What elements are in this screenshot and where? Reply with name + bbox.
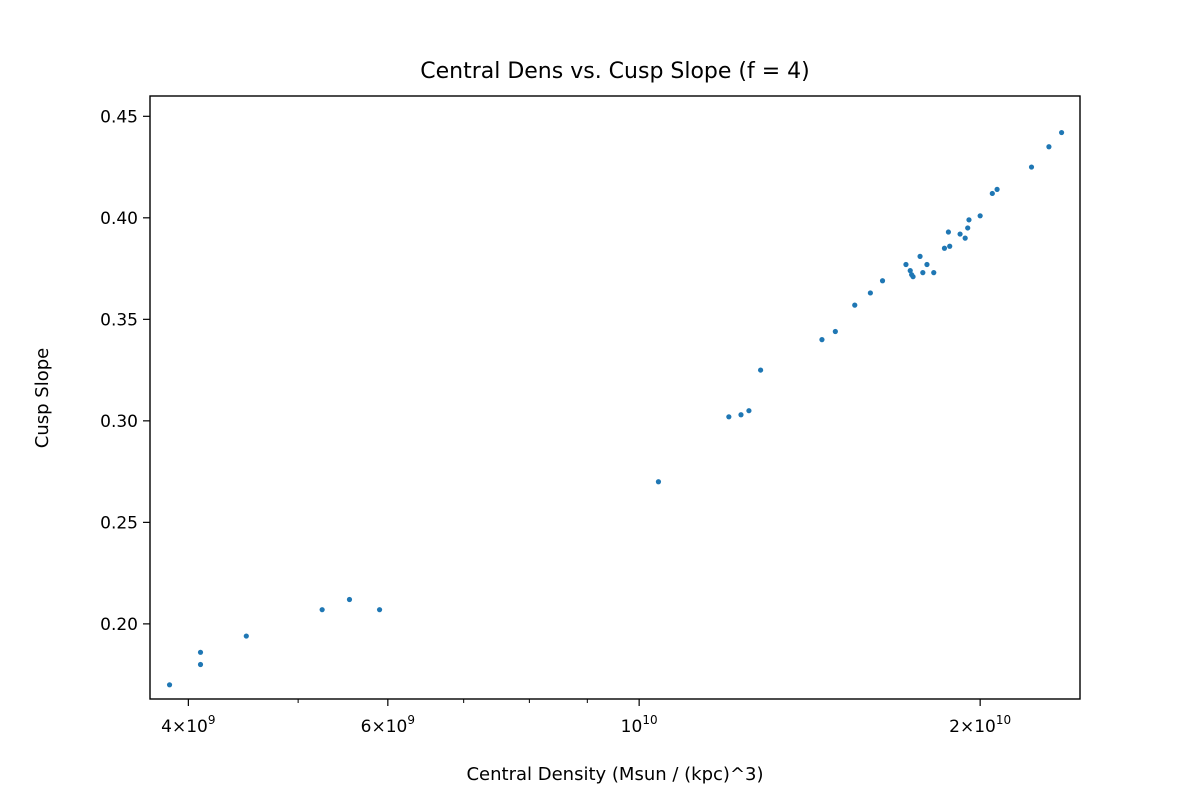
data-point: [920, 270, 926, 276]
data-point: [655, 479, 662, 485]
data-point: [738, 412, 744, 418]
data-point: [917, 253, 923, 259]
y-tick-label: 0.45: [100, 107, 138, 127]
data-point: [977, 213, 983, 219]
data-point: [989, 190, 995, 197]
data-point: [965, 225, 971, 231]
data-point: [243, 633, 249, 639]
data-point: [832, 328, 838, 335]
y-tick-label: 0.35: [100, 310, 138, 330]
x-axis: 4×109 6×109 1010 2×1010: [161, 699, 1011, 737]
data-point: [879, 278, 886, 284]
y-axis-label: Cusp Slope: [32, 348, 53, 448]
data-point: [941, 245, 948, 251]
y-tick-label: 0.30: [100, 412, 138, 432]
y-tick-label: 0.25: [100, 513, 138, 533]
data-point: [962, 235, 968, 241]
plot-frame: [149, 95, 1081, 700]
data-point: [957, 231, 963, 237]
data-point: [1058, 129, 1065, 136]
x-tick-label: 1010: [621, 713, 658, 737]
data-point: [319, 607, 325, 613]
data-point: [931, 270, 937, 276]
data-point: [903, 261, 909, 268]
data-points: [166, 129, 1065, 688]
y-axis: 0.20 0.25 0.30 0.35 0.40 0.45: [100, 107, 150, 635]
data-point: [197, 649, 204, 655]
data-point: [166, 682, 173, 688]
data-point: [376, 607, 383, 613]
x-tick-label: 2×1010: [949, 713, 1011, 737]
data-point: [867, 290, 873, 296]
data-point: [994, 186, 1000, 192]
data-point: [726, 414, 732, 420]
data-point: [910, 274, 916, 280]
data-point: [907, 268, 913, 274]
data-point: [945, 229, 952, 235]
y-tick-label: 0.40: [100, 209, 138, 229]
data-point: [924, 261, 930, 268]
data-point: [1028, 164, 1035, 170]
data-point: [757, 367, 764, 373]
y-tick-label: 0.20: [100, 615, 138, 635]
data-point: [966, 217, 972, 223]
data-point: [852, 302, 858, 308]
x-tick-label: 4×109: [161, 713, 215, 737]
data-point: [346, 596, 353, 603]
data-point: [197, 661, 204, 668]
data-point: [819, 337, 825, 343]
chart-title: Central Dens vs. Cusp Slope (f = 4): [420, 59, 810, 84]
data-point: [1046, 144, 1052, 150]
data-point: [947, 243, 953, 249]
data-point: [746, 408, 752, 414]
x-tick-label: 6×109: [361, 713, 415, 737]
x-axis-label: Central Density (Msun / (kpc)^3): [466, 764, 763, 785]
